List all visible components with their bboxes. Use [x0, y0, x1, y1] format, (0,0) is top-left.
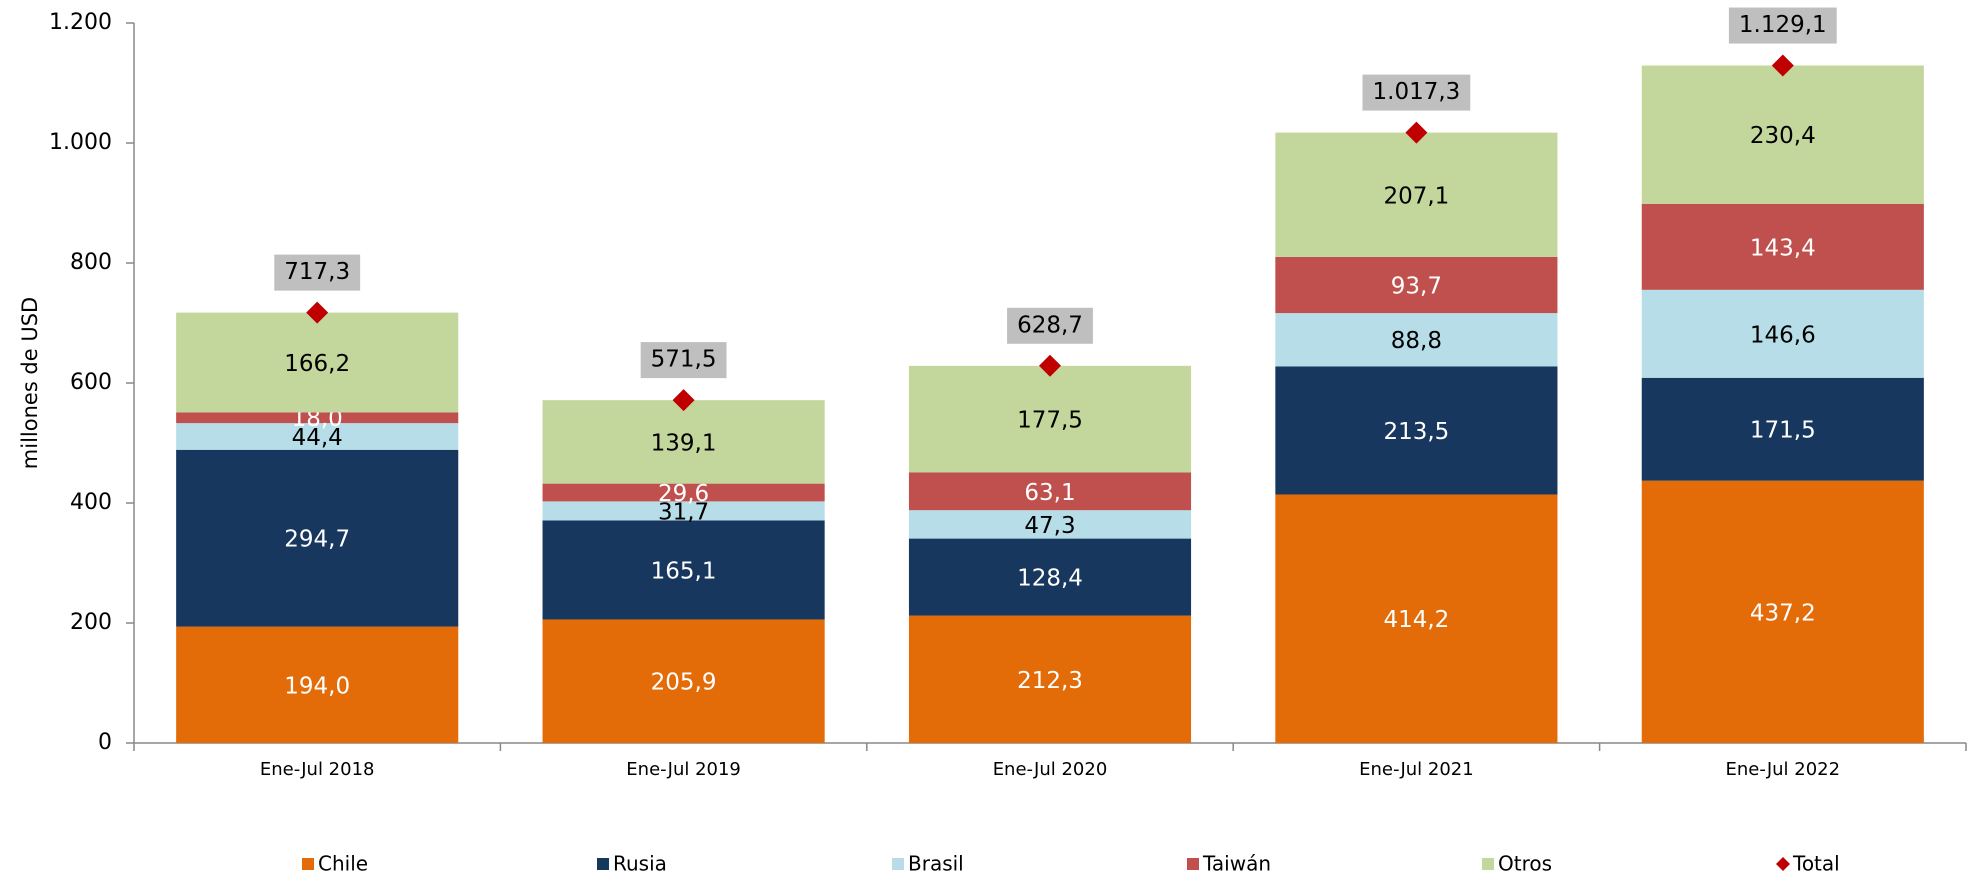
total-marker — [306, 301, 329, 324]
legend-label: Taiwán — [1202, 852, 1271, 876]
bar-segment — [1641, 480, 1924, 743]
y-tick-label: 1.200 — [49, 10, 112, 35]
legend-swatch — [892, 858, 904, 870]
data-label: 171,5 — [1750, 418, 1816, 444]
bar-segment — [908, 365, 1192, 473]
y-tick-label: 1.000 — [49, 130, 112, 155]
bar-segment — [542, 520, 825, 620]
data-label: 88,8 — [1391, 328, 1442, 354]
data-label: 230,4 — [1750, 123, 1816, 149]
total-marker — [672, 389, 695, 412]
bar-segment — [1641, 377, 1924, 481]
legend-label: Total — [1792, 852, 1840, 876]
total-label: 571,5 — [651, 347, 717, 373]
y-tick-label: 800 — [70, 250, 112, 275]
bar-segment — [908, 472, 1192, 511]
legend-marker — [1776, 857, 1790, 871]
bar-segment — [176, 449, 459, 627]
legend-label: Chile — [318, 852, 368, 876]
total-label: 1.129,1 — [1739, 12, 1827, 38]
data-label: 294,7 — [284, 527, 350, 553]
bar-segment — [176, 626, 459, 743]
legend-swatch — [302, 858, 314, 870]
y-tick-label: 0 — [98, 730, 112, 755]
data-label: 207,1 — [1383, 183, 1449, 209]
legend-swatch — [1482, 858, 1494, 870]
data-label: 194,0 — [284, 673, 350, 699]
bar-segment — [1275, 366, 1558, 495]
data-label: 44,4 — [292, 425, 343, 451]
data-label: 177,5 — [1017, 408, 1083, 434]
bar-segment — [1275, 132, 1558, 257]
data-label: 213,5 — [1383, 419, 1449, 445]
data-label: 143,4 — [1750, 235, 1816, 261]
total-marker — [1405, 121, 1428, 144]
x-tick-label: Ene-Jul 2022 — [1725, 759, 1840, 780]
total-label-box — [274, 254, 361, 291]
data-label: 205,9 — [651, 670, 717, 696]
bar-segment — [1275, 494, 1558, 743]
total-label: 717,3 — [284, 259, 350, 285]
total-label: 1.017,3 — [1373, 79, 1461, 105]
bar-segment — [542, 483, 825, 502]
data-label: 47,3 — [1024, 513, 1075, 539]
bar-segment — [908, 538, 1192, 616]
total-label-box — [640, 342, 727, 379]
bar-segment — [1275, 313, 1558, 367]
x-tick-label: Ene-Jul 2019 — [626, 759, 741, 780]
y-axis-label: millones de USD — [18, 297, 42, 469]
total-marker — [1771, 54, 1794, 77]
bar-segment — [176, 312, 459, 413]
bar-segment — [1641, 203, 1924, 290]
bar-segment — [908, 615, 1192, 743]
total-label-box — [1728, 7, 1837, 44]
total-marker — [1039, 354, 1061, 377]
data-label: 29,6 — [658, 481, 709, 507]
data-label: 165,1 — [651, 558, 717, 584]
total-label: 628,7 — [1017, 312, 1083, 338]
data-label: 414,2 — [1383, 607, 1449, 633]
data-label: 437,2 — [1750, 600, 1816, 626]
bar-segment — [1275, 256, 1558, 314]
bar-segment — [176, 412, 459, 424]
data-label: 128,4 — [1017, 566, 1083, 592]
y-tick-label: 400 — [70, 490, 112, 515]
x-tick-label: Ene-Jul 2021 — [1359, 759, 1474, 780]
bar-segment — [1641, 65, 1924, 204]
bar-segment — [908, 510, 1192, 539]
bar-segment — [542, 501, 825, 521]
data-label: 139,1 — [651, 430, 717, 456]
data-label: 146,6 — [1750, 322, 1816, 348]
data-label: 63,1 — [1024, 480, 1075, 506]
total-label-box — [1362, 74, 1471, 111]
total-label-box — [1007, 307, 1093, 344]
y-tick-label: 200 — [70, 610, 112, 635]
bar-segment — [176, 423, 459, 450]
data-label: 166,2 — [284, 351, 350, 377]
bar-segment — [1641, 289, 1924, 378]
data-label: 212,3 — [1017, 668, 1083, 694]
x-tick-label: Ene-Jul 2020 — [993, 759, 1108, 780]
bar-segment — [542, 400, 825, 484]
x-tick-label: Ene-Jul 2018 — [260, 759, 375, 780]
legend-swatch — [597, 858, 609, 870]
bar-segment — [542, 619, 825, 743]
legend-swatch — [1187, 858, 1199, 870]
legend-label: Otros — [1498, 852, 1552, 876]
legend-label: Rusia — [613, 852, 667, 876]
y-tick-label: 600 — [70, 370, 112, 395]
legend-label: Brasil — [908, 852, 964, 876]
data-label: 93,7 — [1391, 273, 1442, 299]
data-label: 31,7 — [658, 499, 709, 525]
